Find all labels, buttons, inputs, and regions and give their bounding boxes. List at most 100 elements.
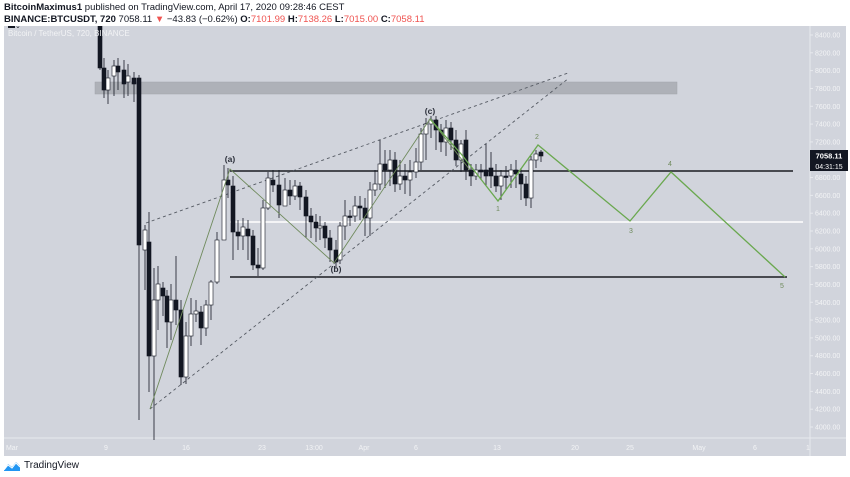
bearish-candle <box>97 25 103 69</box>
bullish-candle <box>183 335 189 378</box>
projected-wave-line[interactable] <box>429 118 786 278</box>
bullish-candle <box>282 189 288 207</box>
price-tag-value: 7058.11 <box>816 152 843 161</box>
svg-text:7400.00: 7400.00 <box>815 122 840 129</box>
bearish-candle <box>448 127 454 141</box>
bullish-candle <box>151 299 157 357</box>
svg-text:5600.00: 5600.00 <box>815 282 840 289</box>
svg-text:13: 13 <box>493 445 501 452</box>
svg-text:25: 25 <box>626 445 634 452</box>
bearish-candle <box>230 185 236 233</box>
svg-text:Apr: Apr <box>359 445 371 452</box>
bullish-candle <box>188 313 194 337</box>
bearish-candle <box>483 169 489 177</box>
bearish-candle <box>327 237 333 251</box>
bearish-candle <box>402 175 408 181</box>
last-price: 7058.11 <box>118 14 153 25</box>
svg-text:6400.00: 6400.00 <box>815 211 840 218</box>
close-value: 7058.11 <box>390 14 425 25</box>
bullish-candle <box>193 310 199 315</box>
bearish-candle <box>173 299 179 311</box>
svg-text:7800.00: 7800.00 <box>815 86 840 93</box>
author-name: BitcoinMaximus1 <box>4 2 83 13</box>
wave-label-4: 4 <box>668 161 672 168</box>
bearish-candle <box>347 215 353 218</box>
bearish-candle <box>178 309 184 378</box>
wave-label-2: 2 <box>535 134 539 141</box>
bearish-candle <box>198 311 204 329</box>
countdown-value: 04:31:15 <box>815 164 842 171</box>
bearish-candle <box>493 175 499 187</box>
svg-text:13:00: 13:00 <box>305 445 323 452</box>
bullish-candle <box>528 159 534 199</box>
countdown-tag <box>810 161 848 171</box>
time-scale-labels: Mar 9 16 23 13:00 Apr 6 13 20 25 May 6 1 <box>6 445 810 452</box>
channel-lower-line[interactable] <box>149 77 570 410</box>
bullish-candle <box>367 189 373 219</box>
svg-text:9: 9 <box>104 445 108 452</box>
bullish-candle <box>508 169 514 177</box>
time-axis[interactable] <box>4 438 806 456</box>
publish-info: BitcoinMaximus1 published on TradingView… <box>4 2 344 13</box>
tradingview-brand[interactable]: TradingView <box>4 460 79 471</box>
bearish-candle <box>308 215 314 223</box>
chart-toolbar-icon[interactable]: ▬⌄⌃ <box>8 22 27 30</box>
bearish-candle <box>146 241 152 357</box>
bullish-candle <box>498 175 504 187</box>
svg-text:6600.00: 6600.00 <box>815 193 840 200</box>
price-axis[interactable] <box>806 26 846 456</box>
bearish-candle <box>518 173 524 185</box>
svg-text:May: May <box>692 445 706 452</box>
bearish-candle <box>160 287 166 297</box>
label-b: (b) <box>331 264 342 274</box>
svg-text:5200.00: 5200.00 <box>815 318 840 325</box>
bearish-candle <box>245 228 251 237</box>
bullish-candle <box>372 183 378 191</box>
svg-text:6000.00: 6000.00 <box>815 246 840 253</box>
bullish-candle <box>533 153 539 161</box>
bearish-candle <box>357 205 363 209</box>
bullish-candle <box>105 77 111 91</box>
wave-label-3: 3 <box>629 228 633 235</box>
svg-text:23: 23 <box>258 445 266 452</box>
bearish-candle <box>523 183 529 199</box>
resistance-zone[interactable] <box>94 81 678 95</box>
bullish-candle <box>208 281 214 306</box>
bearish-candle <box>303 196 309 217</box>
svg-text:16: 16 <box>182 445 190 452</box>
svg-text:8200.00: 8200.00 <box>815 50 840 57</box>
svg-text:4000.00: 4000.00 <box>815 425 840 432</box>
bullish-candle <box>214 239 220 283</box>
bearish-candle <box>382 163 388 171</box>
price-change: −43.83 (−0.62%) <box>166 14 238 25</box>
open-value: 7101.99 <box>250 14 286 25</box>
low-value: 7015.00 <box>343 14 379 25</box>
bullish-candle <box>418 133 424 163</box>
bullish-candle <box>387 159 393 171</box>
label-a: (a) <box>225 154 236 164</box>
bearish-candle <box>488 167 494 177</box>
bearish-candle <box>297 185 303 198</box>
chart-area[interactable]: 8400.00 8200.00 8000.00 7800.00 7600.00 7400.… <box>0 22 850 456</box>
wave-label-5: 5 <box>780 283 784 290</box>
svg-text:4200.00: 4200.00 <box>815 407 840 414</box>
svg-text:5400.00: 5400.00 <box>815 300 840 307</box>
bullish-candle <box>342 215 348 227</box>
wave-label-1: 1 <box>496 206 500 213</box>
published-text: published on TradingView.com, April 17, … <box>84 2 345 13</box>
svg-text:1: 1 <box>806 445 810 452</box>
svg-text:Mar: Mar <box>6 445 19 452</box>
bearish-candle <box>538 151 544 157</box>
channel-upper-line[interactable] <box>145 72 569 224</box>
bearish-candle <box>276 184 282 206</box>
abc-correction-line[interactable] <box>149 118 471 410</box>
svg-text:4800.00: 4800.00 <box>815 353 840 360</box>
bearish-candle <box>255 264 261 269</box>
pair-overlay-label: Bitcoin / TetherUS, 720, BINANCE <box>8 29 130 38</box>
bearish-candle <box>136 77 142 246</box>
bearish-candle <box>121 69 127 85</box>
bearish-candle <box>225 179 231 186</box>
bearish-candle <box>463 139 469 171</box>
bearish-candle <box>313 221 319 229</box>
svg-text:6: 6 <box>753 445 757 452</box>
